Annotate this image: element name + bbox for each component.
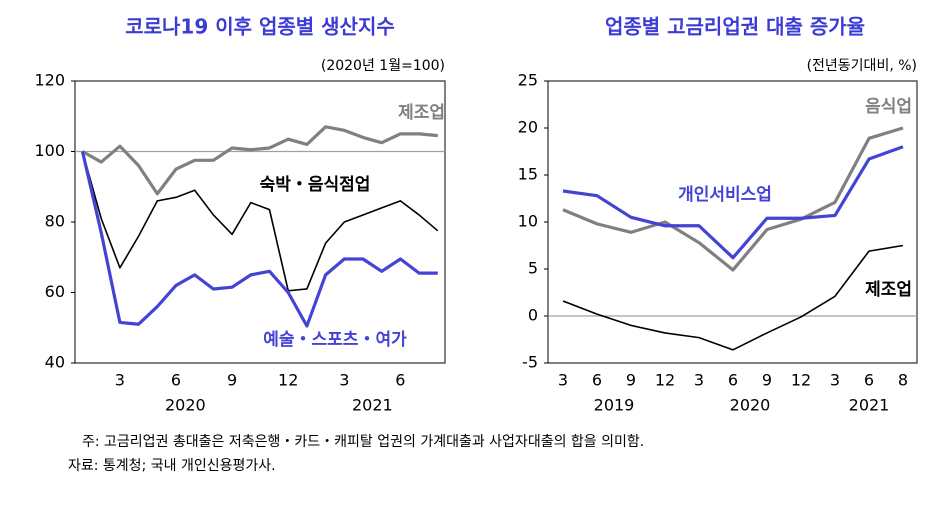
note: 주: 고금리업권 총대출은 저축은행・카드・캐피탈 업권의 가계대출과 사업자대… xyxy=(82,434,644,450)
y-tick-label: 100 xyxy=(34,141,65,160)
plot-frame xyxy=(74,80,446,364)
x-group-label: 2021 xyxy=(849,396,890,415)
x-tick-label: 6 xyxy=(592,371,602,390)
x-group-label: 2019 xyxy=(594,396,635,415)
x-tick-label: 9 xyxy=(762,371,772,390)
x-group-label: 2021 xyxy=(352,396,393,415)
y-tick-label: 60 xyxy=(45,282,65,301)
y-tick-label: 5 xyxy=(528,259,538,278)
x-tick-label: 8 xyxy=(898,371,908,390)
x-tick-label: 12 xyxy=(655,371,675,390)
series-label: 예술・스포츠・여가 xyxy=(263,330,407,350)
plot-frame xyxy=(547,80,918,364)
series-label: 제조업 xyxy=(865,280,912,300)
series-label: 제조업 xyxy=(398,103,445,123)
series-line xyxy=(562,244,904,351)
series-line xyxy=(80,151,438,328)
chart-subtitle: (전년동기대비, %) xyxy=(807,58,917,74)
y-tick-label: -5 xyxy=(522,353,538,372)
y-tick-label: 0 xyxy=(528,306,538,325)
series-label: 개인서비스업 xyxy=(678,185,772,205)
x-group-label: 2020 xyxy=(730,396,771,415)
x-tick-label: 3 xyxy=(339,371,349,390)
chart-title: 업종별 고금리업권 대출 증가율 xyxy=(605,15,865,39)
y-tick-label: 120 xyxy=(34,71,65,90)
x-tick-label: 3 xyxy=(115,371,125,390)
y-tick-label: 25 xyxy=(518,71,538,90)
series-label: 음식업 xyxy=(865,97,912,117)
series-label: 숙박・음식점업 xyxy=(260,175,371,195)
series-line xyxy=(562,145,904,260)
x-group-label: 2020 xyxy=(165,396,206,415)
chart-subtitle: (2020년 1월=100) xyxy=(321,58,445,74)
x-tick-label: 6 xyxy=(728,371,738,390)
chart-title: 코로나19 이후 업종별 생산지수 xyxy=(125,15,395,39)
x-tick-label: 3 xyxy=(558,371,568,390)
y-tick-label: 20 xyxy=(518,118,538,137)
x-tick-label: 6 xyxy=(864,371,874,390)
x-tick-label: 9 xyxy=(626,371,636,390)
series-line xyxy=(81,125,438,196)
y-tick-label: 40 xyxy=(45,353,65,372)
x-tick-label: 9 xyxy=(227,371,237,390)
y-tick-label: 15 xyxy=(518,165,538,184)
x-tick-label: 6 xyxy=(395,371,405,390)
x-tick-label: 3 xyxy=(694,371,704,390)
x-tick-label: 12 xyxy=(278,371,298,390)
series-line xyxy=(81,151,439,292)
note: 자료: 통계청; 국내 개인신용평가사. xyxy=(68,458,276,474)
x-tick-label: 6 xyxy=(171,371,181,390)
y-tick-label: 10 xyxy=(518,212,538,231)
x-tick-label: 12 xyxy=(791,371,811,390)
x-tick-label: 3 xyxy=(830,371,840,390)
series-line xyxy=(562,126,904,272)
y-tick-label: 80 xyxy=(45,212,65,231)
